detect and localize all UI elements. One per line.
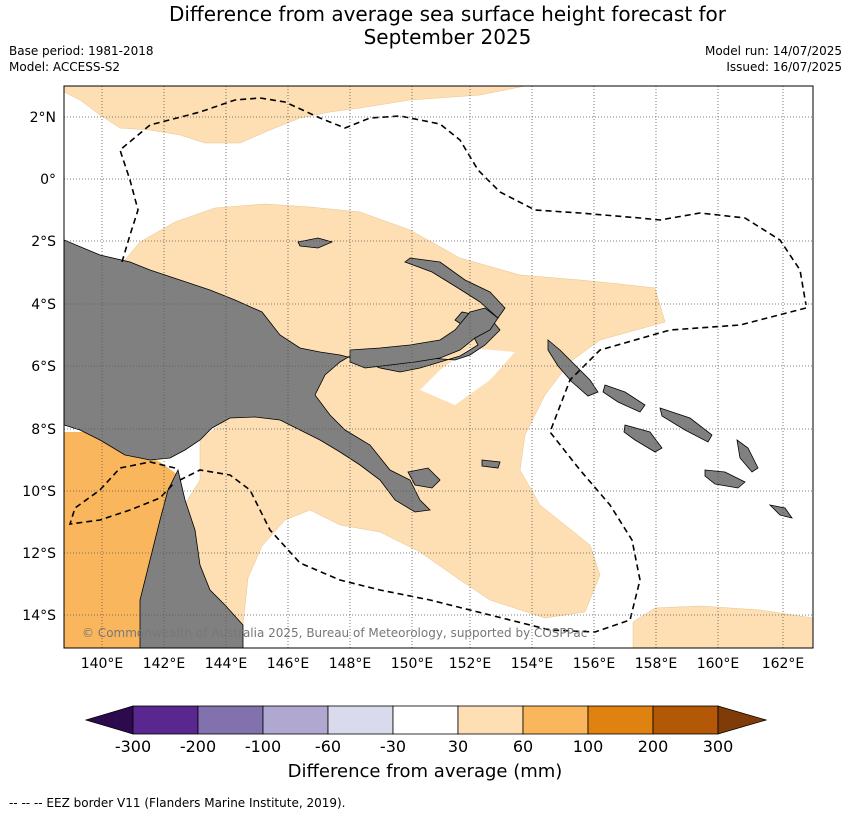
colorbar-segment [457,705,524,735]
lat-tick-labels: 2°N 0° 2°S 4°S 6°S 8°S 10°S 12°S 14°S [22,110,56,624]
model-name: Model: ACCESS-S2 [9,60,121,74]
colorbar-segment [132,705,199,735]
lat-tick-label: 12°S [22,546,56,562]
lon-tick-label: 142°E [143,656,186,672]
colorbar-tick-label: 300 [703,737,734,756]
lon-tick-labels: 140°E 142°E 144°E 146°E 148°E 150°E 152°E 154°E… [81,656,805,672]
lon-tick-label: 148°E [329,656,372,672]
lon-tick-label: 160°E [697,656,740,672]
colorbar-segment [197,705,264,735]
gridlines [64,86,813,648]
base-period: Base period: 1981-2018 [9,44,154,58]
colorbar-extend-low [84,705,134,735]
copyright-notice: © Commonwealth of Australia 2025, Bureau… [82,626,587,640]
colorbar-segment [262,705,329,735]
colorbar-tick-label: 30 [448,737,468,756]
colorbar-segment [652,705,719,735]
colorbar-tick-label: 60 [513,737,533,756]
neutral-pocket [420,348,515,405]
lat-tick-label: 8°S [31,422,56,438]
lon-tick-label: 140°E [81,656,124,672]
land-bougainville [547,339,599,397]
model-run: Model run: 14/07/2025 [704,44,842,58]
lon-tick-label: 158°E [635,656,678,672]
lat-tick-label: 2°S [31,234,56,250]
lat-tick-label: 0° [40,172,56,188]
colorbar-tick-label: -60 [315,737,341,756]
land-small-islands [768,504,793,519]
land-new-ireland [404,257,506,319]
eez-border [68,97,807,633]
colorbar-tick-label: 100 [573,737,604,756]
colorbar-tick-label: -200 [180,737,216,756]
land-new-britain [349,307,499,369]
land-solomon-4 [704,469,746,489]
land-louisiade [481,459,501,469]
colorbar-tick-label: -30 [380,737,406,756]
lat-tick-label: 2°N [30,110,56,126]
lat-tick-label: 4°S [31,297,56,313]
lon-tick-label: 162°E [762,656,805,672]
colorbar-extend-high [717,705,768,735]
colorbar-tick-label: 200 [638,737,669,756]
land-solomon-5 [736,439,759,473]
land-dentrecasteaux [407,467,441,489]
lon-tick-label: 144°E [205,656,248,672]
colorbar-tick-label: -300 [115,737,151,756]
anomaly-region-north [64,86,526,144]
lon-tick-label: 152°E [449,656,492,672]
lon-tick-label: 146°E [267,656,310,672]
lon-tick-label: 154°E [511,656,554,672]
chart-title: Difference from average sea surface heig… [0,3,850,49]
issued-date: Issued: 16/07/2025 [726,60,842,74]
colorbar-segment [327,705,394,735]
lon-tick-label: 156°E [573,656,616,672]
colorbar-segment [392,705,459,735]
lat-tick-label: 14°S [22,608,56,624]
lat-tick-label: 6°S [31,359,56,375]
colorbar-title: Difference from average (mm) [287,761,563,782]
meta-left: Base period: 1981-2018 Model: ACCESS-S2 [9,43,154,75]
colorbar-tick-label: -100 [245,737,281,756]
colorbar-segment [587,705,654,735]
colorbar-segment [522,705,589,735]
meta-right: Model run: 14/07/2025 Issued: 16/07/2025 [705,43,842,75]
land-solomon-2 [659,407,713,443]
lon-tick-label: 150°E [391,656,434,672]
land-solomon-3 [623,424,663,453]
eez-footnote: -- -- -- EEZ border V11 (Flanders Marine… [9,796,346,810]
map-frame [63,85,814,649]
title-line-1: Difference from average sea surface heig… [168,2,727,26]
land-manus [297,237,334,249]
land-solomon-1 [602,384,646,413]
colorbar: -300 -200 -100 -60 -30 30 60 100 200 300 [84,705,768,756]
land-cape-york [139,468,244,648]
title-line-2: September 2025 [363,25,532,49]
anomaly-region-southeast [632,605,813,648]
lat-tick-label: 10°S [22,484,56,500]
